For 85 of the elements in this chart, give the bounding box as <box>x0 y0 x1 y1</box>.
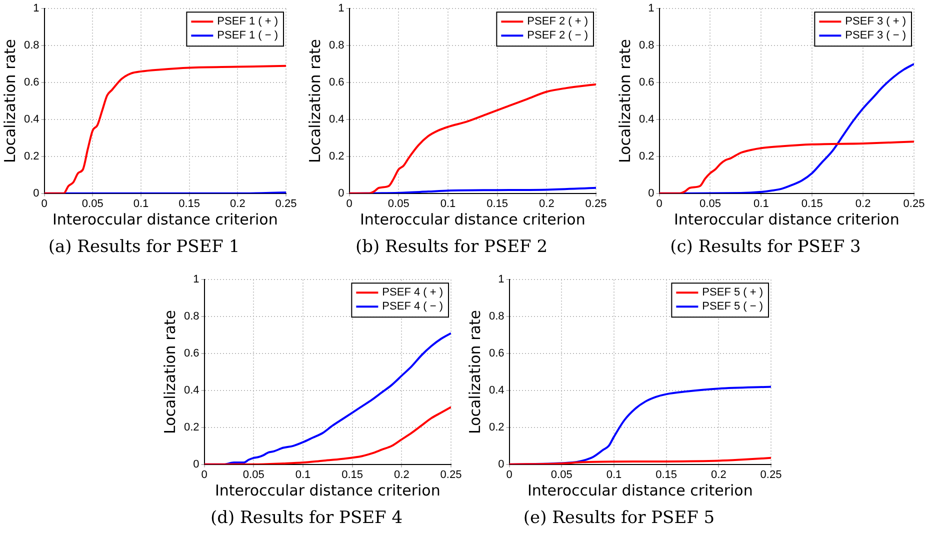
y-tick-label: 0.4 <box>184 384 200 397</box>
y-tick-label: 0 <box>648 187 654 200</box>
y-tick-label: 0.8 <box>24 40 40 52</box>
x-tick-label: 0.05 <box>388 198 410 210</box>
x-axis-title: Interoccular distance criterion <box>214 481 440 500</box>
y-axis-title: Localization rate <box>306 38 324 164</box>
y-tick-label: 0.8 <box>184 310 200 323</box>
y-axis-title: Localization rate <box>0 38 19 164</box>
y-tick-label: 0.4 <box>24 114 40 126</box>
x-tick-label: 0.25 <box>440 469 462 482</box>
x-tick-label: 0 <box>41 198 48 210</box>
x-axis-title: Interoccular distance criterion <box>674 210 900 228</box>
legend-label: PSEF 4 ( + ) <box>382 286 444 299</box>
legend-label: PSEF 1 ( − ) <box>217 30 278 42</box>
y-tick-label: 1 <box>498 274 504 286</box>
x-tick-label: 0.05 <box>700 198 721 210</box>
legend-label: PSEF 2 ( − ) <box>527 30 588 42</box>
y-tick-label: 0.2 <box>328 150 344 162</box>
x-tick-label: 0.1 <box>295 469 311 482</box>
x-tick-label: 0 <box>506 469 512 482</box>
x-tick-label: 0.1 <box>133 198 149 210</box>
x-tick-label: 0.25 <box>903 198 925 210</box>
x-tick-label: 0.2 <box>855 198 871 210</box>
x-tick-label: 0.15 <box>486 198 508 210</box>
y-tick-label: 0.4 <box>328 114 344 126</box>
x-tick-label: 0.2 <box>394 469 410 482</box>
x-axis-title: Interoccular distance criterion <box>527 481 753 500</box>
y-tick-label: 0.2 <box>184 421 200 434</box>
x-axis-title: Interoccular distance criterion <box>360 210 586 228</box>
y-tick-label: 0.6 <box>638 76 654 89</box>
legend-label: PSEF 1 ( + ) <box>217 16 278 28</box>
x-tick-label: 0 <box>656 198 662 210</box>
text: (b) Results for PSEF 2 <box>355 237 548 258</box>
y-tick-label: 0 <box>498 458 504 470</box>
x-tick-label: 0.1 <box>754 198 769 210</box>
x-tick-label: 0 <box>346 198 352 210</box>
legend-label: PSEF 3 ( + ) <box>845 16 906 28</box>
y-tick-label: 0.2 <box>24 150 40 162</box>
x-tick-label: 0.1 <box>440 198 456 210</box>
legend-label: PSEF 2 ( + ) <box>527 16 588 28</box>
legend-label: PSEF 5 ( + ) <box>702 286 764 299</box>
y-tick-label: 0.2 <box>488 421 504 434</box>
y-tick-label: 0.2 <box>638 150 654 162</box>
legend-label: PSEF 5 ( − ) <box>702 300 764 313</box>
x-axis-title: Interoccular distance criterion <box>52 210 278 228</box>
x-tick-label: 0.2 <box>711 469 726 482</box>
x-tick-label: 0.25 <box>585 198 607 210</box>
text: (e) Results for PSEF 5 <box>523 508 715 528</box>
y-tick-label: 0 <box>338 187 344 200</box>
y-axis-title: Localization rate <box>466 310 484 434</box>
y-tick-label: 0 <box>33 187 40 200</box>
y-tick-label: 0 <box>193 458 200 470</box>
x-tick-label: 0.05 <box>550 469 572 482</box>
y-tick-label: 0.6 <box>328 76 344 89</box>
legend-label: PSEF 4 ( − ) <box>382 300 444 313</box>
x-tick-label: 0.25 <box>275 198 297 210</box>
y-axis-title: Localization rate <box>616 38 634 164</box>
y-tick-label: 1 <box>193 274 200 286</box>
y-tick-label: 1 <box>648 2 654 15</box>
y-tick-label: 0.8 <box>638 40 654 52</box>
y-axis-title: Localization rate <box>160 310 179 434</box>
x-tick-label: 0.05 <box>82 198 104 210</box>
y-tick-label: 1 <box>338 2 344 15</box>
y-tick-label: 0.8 <box>328 40 344 52</box>
text: (c) Results for PSEF 3 <box>670 237 861 258</box>
x-tick-label: 0 <box>201 469 208 482</box>
x-tick-label: 0.2 <box>230 198 246 210</box>
text: (a) Results for PSEF 1 <box>48 237 240 258</box>
y-tick-label: 0.8 <box>488 310 504 323</box>
y-tick-label: 1 <box>33 2 40 15</box>
y-tick-label: 0.6 <box>488 348 504 360</box>
y-tick-label: 0.4 <box>488 384 504 397</box>
x-tick-label: 0.05 <box>242 469 264 482</box>
y-tick-label: 0.4 <box>638 114 654 126</box>
y-tick-label: 0.6 <box>184 348 200 360</box>
x-tick-label: 0.15 <box>656 469 678 482</box>
x-tick-label: 0.25 <box>760 469 782 482</box>
text: (d) Results for PSEF 4 <box>210 508 403 528</box>
x-tick-label: 0.15 <box>342 469 364 482</box>
x-tick-label: 0.2 <box>539 198 554 210</box>
x-tick-label: 0.15 <box>801 198 823 210</box>
x-tick-label: 0.1 <box>606 469 622 482</box>
y-tick-label: 0.6 <box>24 76 40 89</box>
legend-label: PSEF 3 ( − ) <box>845 30 906 42</box>
x-tick-label: 0.15 <box>178 198 200 210</box>
